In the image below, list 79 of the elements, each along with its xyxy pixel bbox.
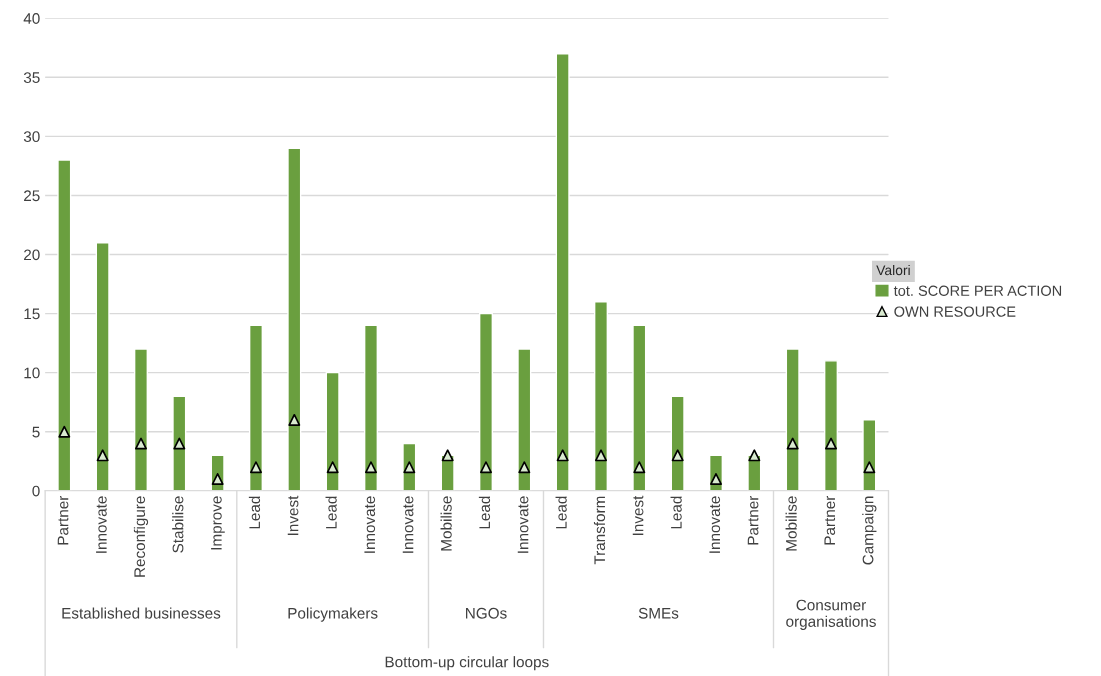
legend-label: OWN RESOURCE [894,306,1016,317]
x-tick-label: Campaign [862,496,877,565]
y-tick-label: 10 [24,367,40,379]
point [403,461,416,474]
legend-title: Valori [876,264,910,276]
x-tick-label: Lead [478,496,491,529]
point [671,449,684,462]
point [748,449,761,462]
bar [555,52,570,491]
text: Consumer organisations [786,599,876,630]
y-tick-label: 5 [32,426,40,438]
x-tick-label: Improve [211,496,225,550]
bar [363,324,379,491]
text: NGOs [466,607,507,619]
x-tick-label: Reconfigure [133,496,149,577]
y-tick-label: 40 [23,13,40,24]
x-tick-label: Mobilise [785,496,797,551]
point [518,461,531,474]
x-tick-label: Transform [593,496,606,565]
bar [517,348,532,491]
text: SMEs [638,607,679,619]
bar [593,301,609,491]
y-tick-label: 25 [24,190,40,202]
y-tick-label: 35 [23,72,40,83]
point [710,472,722,485]
y-tick-label: 15 [24,308,40,320]
point [249,461,262,474]
y-tick-label: 30 [23,131,40,143]
point [211,472,224,485]
point [134,437,147,450]
point [786,437,799,450]
text: Established businesses [62,607,221,619]
y-tick-label: 0 [32,485,40,497]
point [288,413,301,426]
legend-label: tot. SCORE PER ACTION [893,285,1062,296]
point [480,461,492,474]
x-tick-label: Innovate [517,496,529,553]
x-tick-label: Innovate [364,496,376,553]
point [556,449,569,462]
bar [325,371,340,491]
bar [785,348,800,491]
x-tick-label: Stabilise [172,496,184,553]
x-tick-label: Invest [632,495,644,535]
bar [632,324,647,491]
bar [57,159,72,491]
x-tick-label: Innovate [96,496,107,553]
point [441,449,454,462]
point [173,437,186,450]
x-tick-label: Invest [287,495,299,535]
bar [172,395,187,491]
point [96,449,109,462]
point [365,461,377,474]
point [595,449,607,462]
y-tick-label: 20 [24,249,40,261]
x-tick-label: Lead [325,496,337,529]
x-tick-label: Lead [248,496,261,529]
x-tick-label: Mobilise [440,496,452,551]
bar [287,147,302,491]
x-tick-label: Innovate [709,496,721,553]
x-tick-label: Partner [824,495,836,545]
bar [248,324,264,491]
x-tick-label: Innovate [402,496,414,553]
text: Bottom-up circular loops [385,656,549,671]
point [326,461,339,474]
text: Policymakers [288,607,378,622]
bar [670,395,685,491]
point [825,437,837,450]
bar [862,419,877,491]
x-tick-label: Lead [555,496,567,529]
bar [133,348,148,491]
x-tick-label: Lead [670,496,682,529]
bar [478,312,494,491]
bar [95,242,110,491]
point [58,425,71,438]
x-tick-label: Partner [747,495,759,545]
point [633,461,646,474]
x-tick-label: Partner [57,495,69,545]
bar [823,360,839,491]
point [863,461,876,474]
